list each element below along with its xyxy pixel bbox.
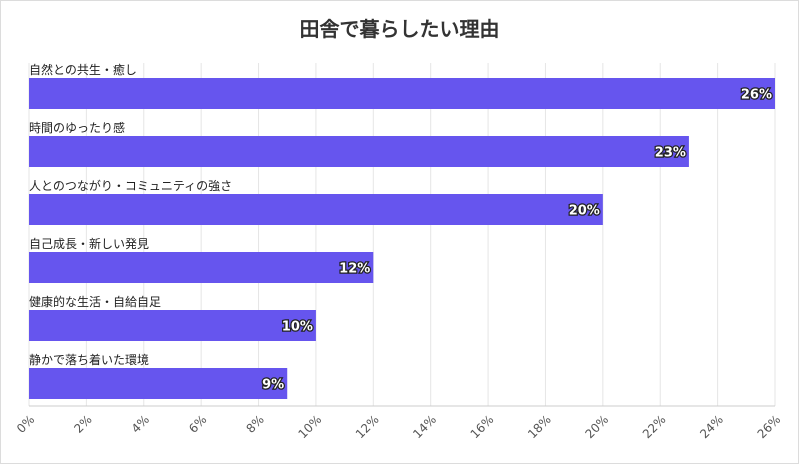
value-label-2: 20%: [569, 204, 600, 219]
category-label-2: 人とのつながり・コミュニティの強さ: [29, 178, 232, 193]
x-tick-label-5: 10%: [296, 412, 325, 441]
x-tick-label-6: 12%: [353, 412, 382, 441]
category-label-5: 静かで落ち着いた環境: [29, 352, 149, 367]
value-label-5: 9%: [262, 378, 284, 393]
x-tick-label-2: 4%: [129, 412, 152, 435]
value-label-1: 23%: [655, 146, 686, 161]
x-tick-label-11: 22%: [640, 412, 669, 441]
x-tick-label-4: 8%: [244, 412, 267, 435]
x-tick-label-9: 18%: [525, 412, 554, 441]
x-tick-label-12: 24%: [697, 412, 726, 441]
x-tick-label-13: 26%: [755, 412, 784, 441]
value-label-0: 26%: [741, 88, 772, 103]
value-label-3: 12%: [339, 262, 370, 277]
bar-3: [29, 252, 374, 283]
value-label-4: 10%: [282, 320, 313, 335]
bar-4: [29, 310, 316, 341]
category-label-3: 自己成長・新しい発見: [29, 236, 149, 251]
bar-0: [29, 78, 775, 109]
x-tick-label-8: 16%: [468, 412, 497, 441]
x-tick-label-3: 6%: [186, 412, 209, 435]
chart-title: 田舎で暮らしたい理由: [299, 17, 500, 41]
category-label-0: 自然との共生・癒し: [29, 62, 137, 77]
bar-5: [29, 368, 288, 399]
category-label-1: 時間のゆったり感: [29, 120, 125, 135]
x-tick-label-7: 14%: [410, 412, 439, 441]
bar-2: [29, 194, 603, 225]
category-label-4: 健康的な生活・自給自足: [29, 294, 161, 309]
x-tick-label-1: 2%: [71, 412, 94, 435]
x-tick-label-0: 0%: [14, 412, 37, 435]
bar-1: [29, 136, 689, 167]
x-tick-label-10: 20%: [582, 412, 611, 441]
